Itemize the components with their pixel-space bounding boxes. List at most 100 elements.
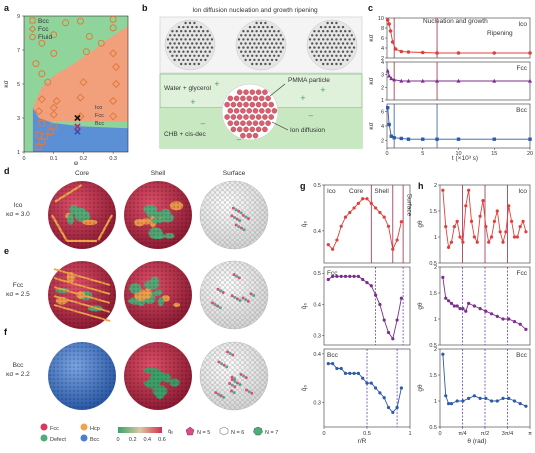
pmma-particle [269, 102, 274, 107]
g-point [387, 225, 390, 228]
col-core: Core [75, 170, 89, 177]
particle-dot [193, 63, 195, 65]
particle-dot [240, 42, 242, 44]
particle-dot [184, 55, 186, 57]
cbar-tick-1: 0.2 [129, 437, 137, 443]
h-point [501, 241, 504, 244]
particle-dot [331, 55, 333, 57]
particle-dot [176, 46, 178, 48]
pmma-particle [240, 96, 245, 101]
particle-dot [253, 42, 255, 44]
c-point [387, 123, 390, 126]
h-point [507, 204, 510, 207]
h-point [444, 394, 447, 397]
c-ylabel: κσ [368, 34, 375, 41]
particle-dot [251, 30, 253, 32]
h-point [444, 297, 447, 300]
h-point [447, 402, 450, 405]
g-point [374, 206, 377, 209]
pmma-particle [228, 108, 233, 113]
cluster-f-surface [200, 342, 268, 410]
particle-dot [280, 51, 282, 53]
particle-texture [48, 181, 116, 249]
defect-disclination [219, 289, 222, 292]
pmma-particle [256, 127, 261, 132]
pmma-particle [234, 108, 239, 113]
panel-label-f: f [4, 327, 8, 337]
cluster-f-shell [124, 342, 192, 410]
particle-dot [258, 42, 260, 44]
particle-dot [251, 46, 253, 48]
particle-dot [326, 30, 328, 32]
g-point [344, 372, 347, 375]
h-point [456, 304, 459, 307]
particle-dot [344, 30, 346, 32]
particle-dot [189, 22, 191, 24]
particle-dot [189, 38, 191, 40]
particle-dot [346, 59, 348, 61]
defect-disclination [231, 378, 234, 381]
particle-dot [204, 42, 206, 44]
row-f-val: κσ = 2.2 [6, 371, 30, 378]
inner-legend-bcc: Bcc [95, 121, 104, 127]
h-xtick-label: 3π/4 [502, 431, 513, 437]
particle-dot [206, 55, 208, 57]
legend-n7: N = 7 [265, 430, 278, 436]
c-point [407, 138, 410, 141]
particle-dot [335, 63, 337, 65]
c-subplot-title: Fcc [517, 65, 528, 72]
pmma-particle [231, 114, 236, 119]
g-region-surface: Surface [405, 194, 412, 217]
particle-dot [329, 42, 331, 44]
particle-dot [258, 26, 260, 28]
particle-dot [315, 34, 317, 36]
h-point [487, 241, 490, 244]
c-ytick-label: 6 [381, 109, 384, 115]
particle-dot [193, 38, 195, 40]
particle-dot [266, 26, 268, 28]
pmma-particle [228, 96, 233, 101]
particle-dot [275, 34, 277, 36]
c-point [492, 51, 496, 55]
defect-disclination [235, 208, 238, 211]
panel-label-g: g [300, 181, 306, 191]
h-point [513, 320, 516, 323]
inner-legend-fcc: Fcc [95, 113, 104, 119]
defect-disclination [231, 294, 234, 297]
particle-dot [202, 55, 204, 57]
sphere-cluster-images [165, 20, 357, 70]
particle-dot [249, 26, 251, 28]
particle-dot [191, 42, 193, 44]
h-point [467, 189, 470, 192]
h-point [479, 397, 482, 400]
particle-dot [331, 46, 333, 48]
h-ytick-label: 1 [434, 317, 437, 323]
particle-dot [189, 46, 191, 48]
particle-dot [244, 51, 246, 53]
g-ytick-label: 0.3 [313, 334, 321, 340]
defect-disclination [226, 350, 229, 353]
c-frame [387, 104, 530, 148]
particle-dot [353, 38, 355, 40]
particle-dot [200, 34, 202, 36]
g-point [344, 216, 347, 219]
h-point [513, 399, 516, 402]
g-xtick-label: 1 [408, 431, 411, 437]
g-point [396, 406, 399, 409]
particle-dot [253, 34, 255, 36]
c-point [493, 138, 496, 141]
cluster-e-shell [124, 261, 192, 329]
particle-dot [242, 30, 244, 32]
c-ytick-label: 3 [381, 73, 384, 79]
h-point [441, 276, 444, 279]
cluster-spheres [48, 181, 268, 410]
a-ylabel: κσ [3, 80, 10, 87]
particle-dot [260, 46, 262, 48]
particle-dot [202, 30, 204, 32]
defect-disclination [231, 376, 234, 379]
particle-dot [242, 38, 244, 40]
phase-nucleation: Nucleation and growth [423, 18, 488, 25]
